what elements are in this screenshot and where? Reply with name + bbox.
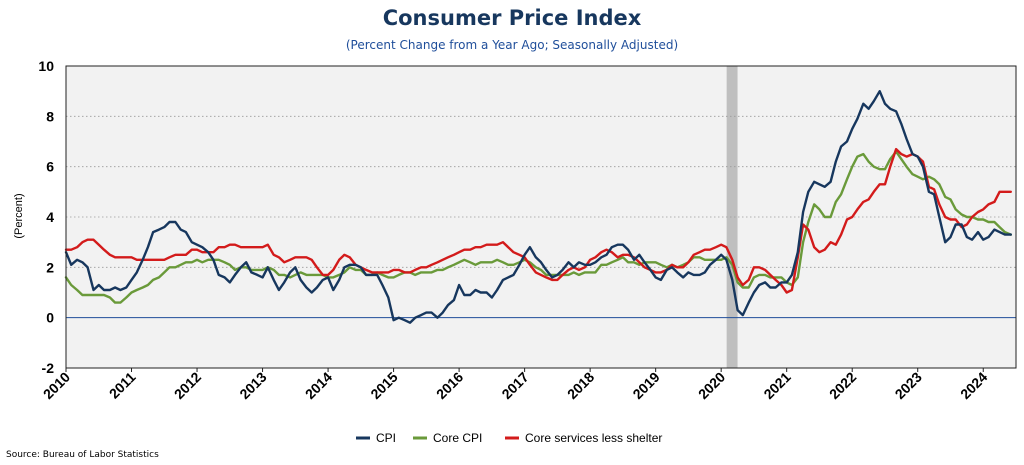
chart-subtitle: (Percent Change from a Year Ago; Seasona… (345, 38, 679, 52)
legend-label: Core services less shelter (525, 431, 662, 445)
x-tick-label: 2021 (760, 369, 793, 402)
series-line-cpi (64, 90, 1012, 324)
x-tick-label: 2017 (498, 369, 531, 402)
y-tick-label: 8 (46, 108, 54, 124)
series-line-core-services-less-shelter (64, 147, 1012, 294)
x-tick-label: 2018 (564, 369, 597, 402)
x-tick-label: 2015 (367, 369, 400, 402)
y-tick-label: 10 (38, 58, 54, 74)
x-tick-label: 2013 (236, 369, 269, 402)
recession-shading (726, 66, 738, 368)
y-tick-label: 6 (46, 159, 54, 175)
x-tick-label: 2016 (433, 369, 466, 402)
source-note: Source: Bureau of Labor Statistics (6, 450, 159, 460)
plot-frame (65, 65, 1017, 369)
x-tick-label: 2020 (695, 369, 728, 402)
y-tick-label: 2 (46, 259, 54, 275)
x-tick-label: 2022 (826, 369, 859, 402)
legend-label: Core CPI (433, 431, 482, 445)
series-line-core-cpi (64, 150, 1012, 304)
y-axis-label: (Percent) (13, 193, 25, 238)
y-tick-label: 0 (46, 310, 54, 326)
x-tick-label: 2014 (302, 369, 335, 402)
x-tick-label: 2011 (106, 369, 139, 402)
y-tick-label: 4 (46, 209, 54, 225)
x-tick-label: 2023 (892, 369, 925, 402)
plot-area (66, 66, 1016, 368)
chart-title: Consumer Price Index (382, 6, 642, 30)
y-tick-label: -2 (42, 360, 55, 376)
x-tick-label: 2024 (957, 369, 990, 402)
x-tick-label: 2012 (171, 369, 204, 402)
legend-label: CPI (376, 431, 396, 445)
x-tick-label: 2019 (629, 369, 662, 402)
